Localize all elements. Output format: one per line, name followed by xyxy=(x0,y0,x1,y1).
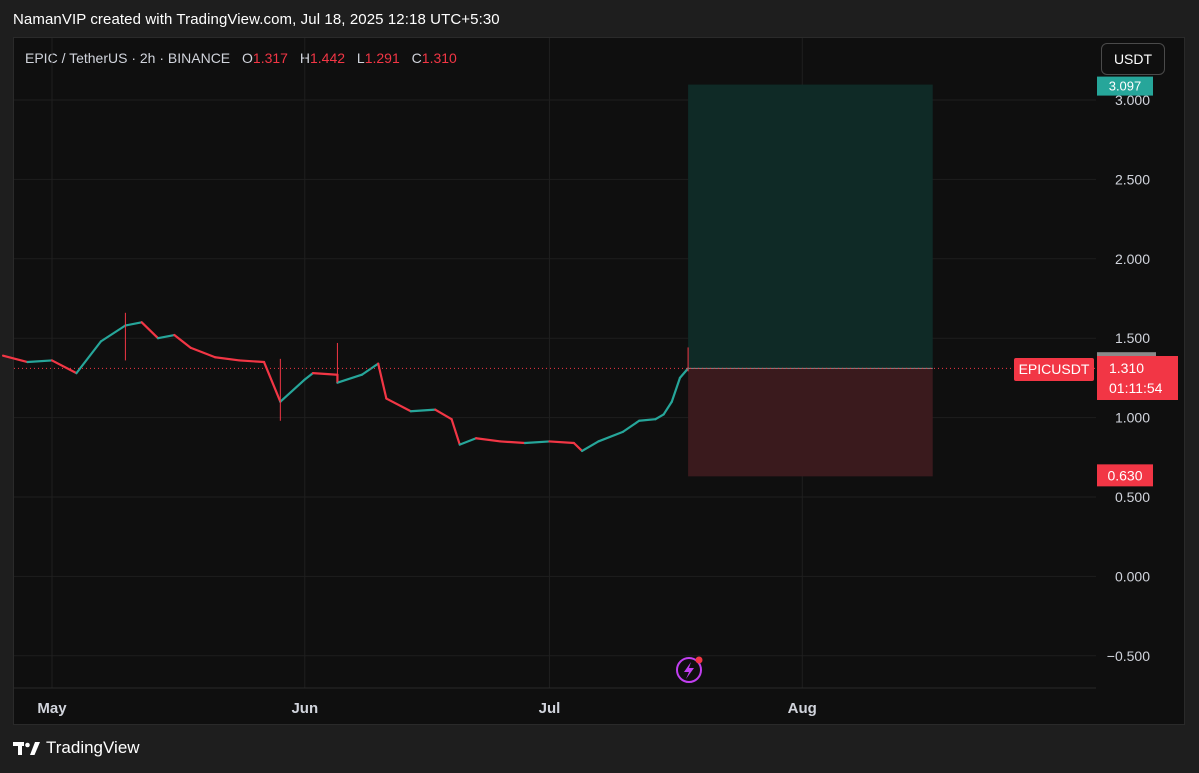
tradingview-logo-icon xyxy=(13,741,40,755)
symbol-legend[interactable]: EPIC / TetherUS · 2h · BINANCE O1.317 H1… xyxy=(25,50,457,66)
brand-name: TradingView xyxy=(46,738,140,757)
high-value: 1.442 xyxy=(309,50,346,66)
close-key: C xyxy=(411,50,422,66)
tradingview-logo[interactable]: TradingView xyxy=(13,738,140,758)
low-value: 1.291 xyxy=(364,50,400,66)
open-key: O xyxy=(242,50,253,66)
close-value: 1.310 xyxy=(421,50,457,66)
chart-frame[interactable] xyxy=(13,37,1185,725)
low-key: L xyxy=(356,50,365,66)
high-key: H xyxy=(299,50,310,66)
symbol-name: EPIC / TetherUS · 2h · BINANCE xyxy=(25,50,231,66)
currency-button[interactable]: USDT xyxy=(1101,43,1165,75)
open-value: 1.317 xyxy=(252,50,288,66)
chart-caption: NamanVIP created with TradingView.com, J… xyxy=(13,11,500,28)
